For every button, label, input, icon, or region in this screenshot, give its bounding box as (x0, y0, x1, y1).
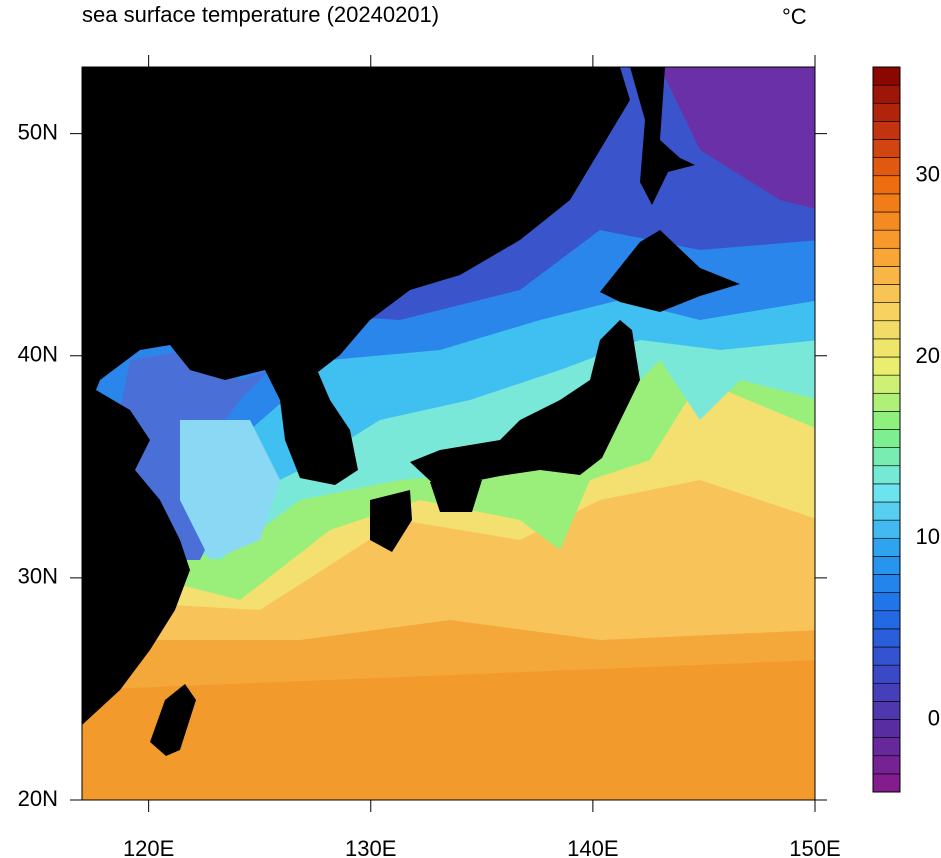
y-tick-label: 30N (18, 564, 58, 589)
colorbar-box (872, 374, 901, 394)
colorbar-box (872, 175, 901, 195)
sst-field (82, 67, 815, 800)
colorbar-box (872, 465, 901, 485)
map-frame (81, 66, 816, 801)
colorbar-box (872, 66, 901, 86)
colorbar-box (872, 628, 901, 648)
colorbar-tick-label: 0 (928, 705, 940, 730)
units-label: °C (782, 4, 807, 29)
ocean (660, 67, 815, 209)
colorbar-box (872, 338, 901, 358)
colorbar-box (872, 556, 901, 575)
colorbar-box (872, 139, 901, 158)
colorbar-box (872, 157, 901, 177)
y-tick-label: 50N (18, 119, 58, 144)
colorbar-box (872, 755, 901, 775)
x-tick-label: 130E (345, 836, 396, 858)
colorbar-box (872, 773, 901, 793)
colorbar-box (872, 646, 901, 666)
colorbar-box (872, 682, 901, 702)
colorbar-box (872, 193, 901, 213)
land (82, 67, 740, 756)
colorbar-box (872, 102, 901, 122)
colorbar-box (872, 229, 901, 249)
colorbar-tick-label: 30 (916, 162, 940, 187)
colorbar-box (872, 266, 901, 285)
colorbar-box (872, 483, 901, 503)
colorbar-box (872, 411, 901, 430)
colorbar-box (872, 519, 901, 539)
colorbar-box (872, 320, 901, 340)
colorbar-box (872, 574, 901, 593)
colorbar-box (872, 356, 901, 376)
colorbar-box (872, 592, 901, 612)
x-tick-label: 140E (567, 836, 618, 858)
colorbar-box (872, 392, 901, 412)
colorbar-box (872, 247, 901, 267)
y-tick-label: 20N (18, 786, 58, 811)
colorbar-tick-label: 10 (916, 524, 940, 549)
colorbar-box (872, 501, 901, 521)
colorbar-box (872, 737, 901, 757)
y-tick-label: 40N (18, 342, 58, 367)
colorbar-box (872, 211, 901, 231)
x-tick-label: 120E (123, 836, 174, 858)
colorbar-box (872, 84, 901, 104)
colorbar-box (872, 537, 901, 557)
colorbar-frame (872, 66, 901, 793)
colorbar-box (872, 284, 901, 303)
x-tick-label: 150E (789, 836, 840, 858)
colorbar-box (872, 429, 901, 448)
colorbar-tick-label: 20 (916, 343, 940, 368)
ocean (82, 660, 815, 800)
colorbar-box (872, 302, 901, 322)
colorbar-box (872, 610, 901, 630)
map-title: sea surface temperature (20240201) (82, 2, 439, 27)
colorbar-box (872, 719, 901, 738)
colorbar-box (872, 121, 901, 140)
ocean (180, 420, 280, 560)
colorbar-box (872, 664, 901, 684)
colorbar-box (872, 447, 901, 467)
colorbar-box (872, 701, 901, 720)
